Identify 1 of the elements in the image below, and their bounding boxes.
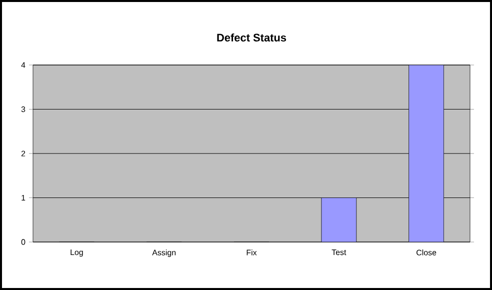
chart-title: Defect Status	[217, 33, 286, 42]
